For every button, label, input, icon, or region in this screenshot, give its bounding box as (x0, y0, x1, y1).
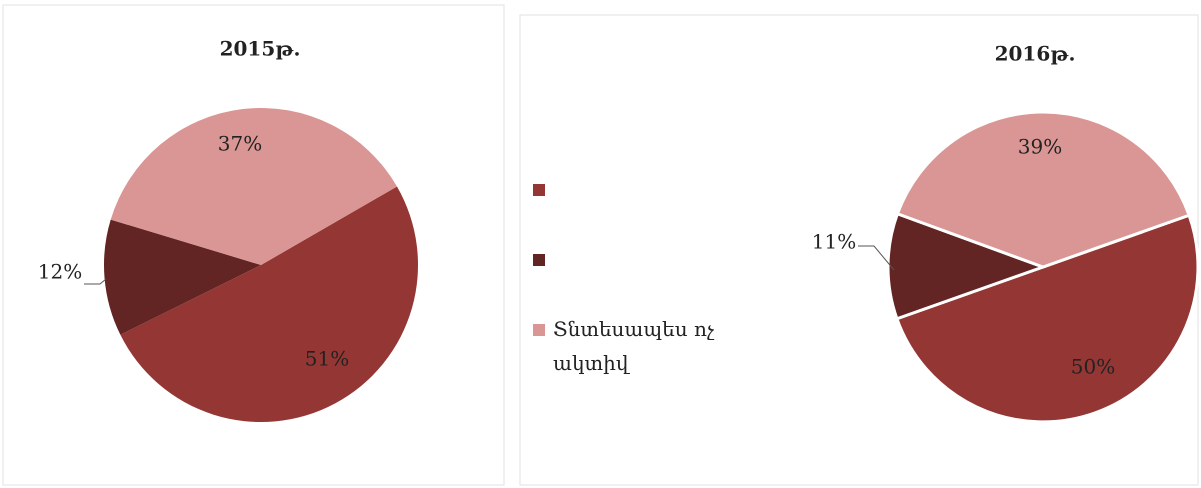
data-label: 37% (218, 132, 262, 156)
legend-swatch (533, 324, 545, 336)
data-label: 51% (305, 347, 349, 371)
leader-line (858, 245, 895, 271)
panel (2, 4, 505, 486)
pie-slice (894, 213, 1200, 424)
leader-line (84, 278, 107, 285)
chart-title: 2015թ. (220, 37, 301, 61)
pie-slice (120, 186, 418, 422)
pie-slice (103, 219, 261, 335)
pie-slice (895, 110, 1192, 269)
data-label: 12% (38, 260, 82, 284)
legend-label: Տնտեսապես ոչ ակտիվ (553, 317, 715, 375)
data-label: 50% (1071, 355, 1115, 379)
pie-slice (886, 211, 1048, 321)
data-label: 39% (1018, 135, 1062, 159)
data-label: 11% (812, 230, 856, 254)
chart-title: 2016թ. (995, 42, 1076, 66)
pie-slice (110, 107, 397, 265)
legend-swatch (533, 184, 545, 196)
legend-swatch (533, 254, 545, 266)
